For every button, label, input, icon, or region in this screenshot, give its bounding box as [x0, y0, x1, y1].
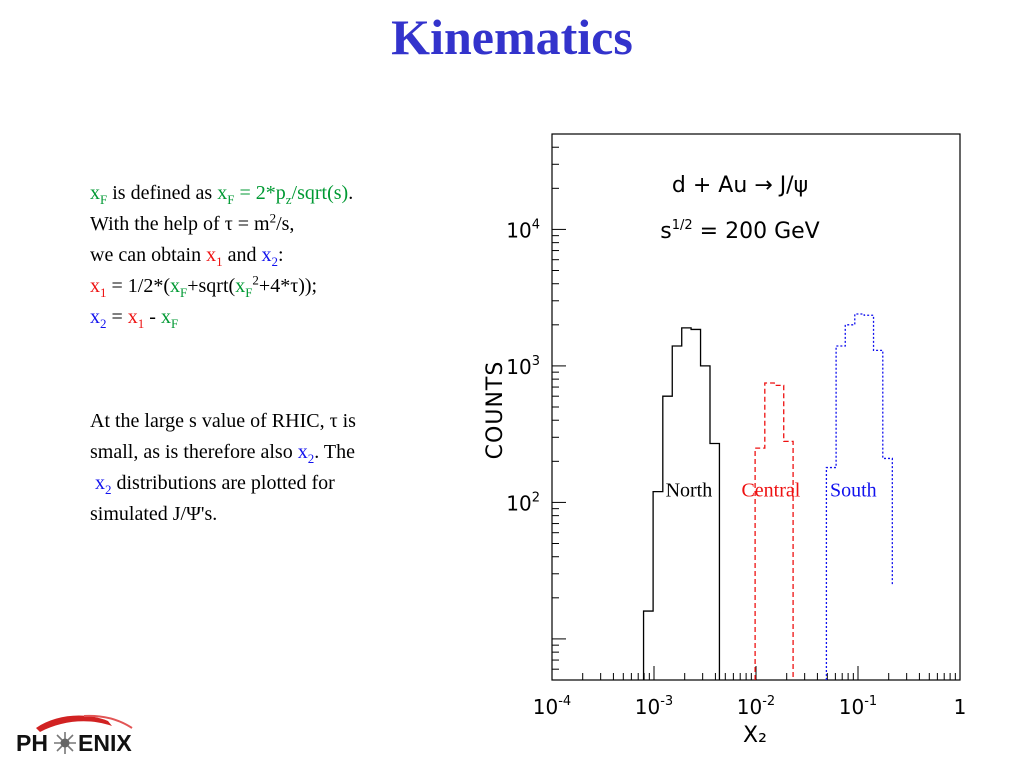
plot-frame — [551, 133, 961, 681]
x2-histogram-chart: 10-4 10-3 10-2 10-1 1 102 103 104 North Central So… — [483, 133, 966, 748]
slide-title: Kinematics — [391, 9, 633, 65]
y-tick-label: 102 — [506, 490, 540, 515]
logo-sun-icon — [54, 732, 76, 754]
explanation-line-2: small, as is therefore also x2. The — [90, 441, 355, 466]
definitions-block: xF is defined as xF = 2*pz/sqrt(s). With… — [90, 178, 353, 333]
axis-labels: 10-4 10-3 10-2 10-1 1 102 103 104 North Central So… — [506, 217, 966, 719]
x-tick-label: 10-2 — [737, 694, 775, 719]
x-tick-label: 10-1 — [839, 694, 877, 719]
annotation-reaction: d + Au → J/ψ — [672, 173, 808, 198]
y-axis-title: COUNTS — [483, 361, 508, 460]
phenix-logo: PH ENIX — [16, 712, 152, 764]
series-label-south: South — [830, 479, 877, 501]
logo-text-right: ENIX — [78, 730, 132, 756]
xf-formula: xF = 2*pz/sqrt(s) — [217, 182, 349, 207]
y-tick-label: 104 — [506, 217, 540, 242]
x-tick-label: 10-4 — [533, 694, 571, 719]
x-tick-label: 10-3 — [635, 694, 673, 719]
series-label-north: North — [666, 479, 713, 501]
explanation-line-4: simulated J/Ψ's. — [90, 503, 218, 525]
series-central — [754, 382, 794, 680]
x1-formula: x1 = 1/2*(xF+sqrt(xF2+4*τ)); — [90, 272, 318, 300]
definition-line-1: xF is defined as xF = 2*pz/sqrt(s). — [90, 182, 354, 207]
series-layer — [642, 313, 893, 680]
x2-formula: x2 = x1 - xF — [90, 306, 179, 331]
definition-line-3: we can obtain x1 and x2: — [90, 244, 284, 269]
logo-text-left: PH — [16, 730, 48, 756]
series-label-central: Central — [741, 479, 800, 501]
explanation-block: At the large s value of RHIC, τ is small… — [90, 406, 356, 530]
xf-symbol: xF — [90, 182, 108, 207]
definition-line-2: With the help of τ = m2/s, — [90, 210, 295, 235]
explanation-line-1: At the large s value of RHIC, τ is — [90, 410, 356, 432]
series-north — [642, 327, 721, 680]
axis-ticks — [551, 133, 961, 681]
logo-swoosh-icon — [36, 714, 133, 732]
series-south — [825, 313, 893, 680]
explanation-line-3: x2 distributions are plotted for — [95, 472, 335, 497]
y-tick-label: 103 — [506, 354, 540, 379]
x-tick-label: 1 — [954, 695, 967, 719]
annotation-energy: s1/2 = 200 GeV — [660, 218, 819, 244]
x-axis-title: X₂ — [743, 723, 767, 748]
